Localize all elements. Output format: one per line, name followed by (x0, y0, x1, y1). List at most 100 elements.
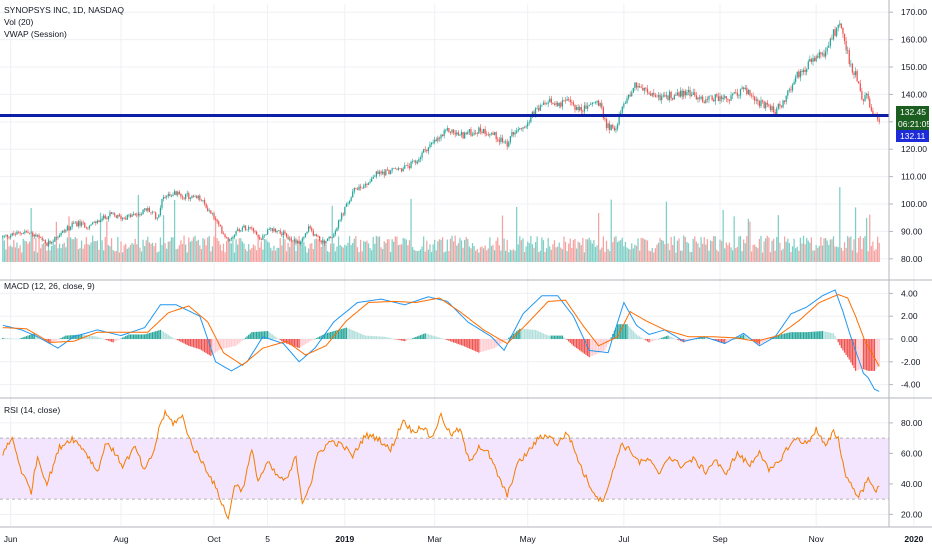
candle-body[interactable] (646, 88, 649, 93)
candle-body[interactable] (3, 235, 5, 237)
candle-body[interactable] (547, 102, 549, 104)
candle-body[interactable] (117, 214, 119, 218)
candle-body[interactable] (341, 213, 343, 220)
candle-body[interactable] (38, 235, 40, 238)
candle-body[interactable] (301, 238, 303, 242)
candle-body[interactable] (237, 229, 239, 231)
candle-body[interactable] (602, 107, 604, 119)
candle-body[interactable] (229, 239, 231, 242)
candle-body[interactable] (73, 222, 75, 224)
candle-body[interactable] (80, 222, 83, 226)
candle-body[interactable] (503, 141, 505, 143)
candle-body[interactable] (333, 234, 335, 238)
candle-body[interactable] (847, 50, 849, 51)
candle-body[interactable] (74, 222, 76, 224)
time-axis[interactable]: JunAugOct52019MarMayJulSepNov2020Mar (4, 534, 932, 544)
candle-body[interactable] (479, 127, 482, 132)
candle-body[interactable] (501, 137, 504, 143)
candle-body[interactable] (509, 136, 511, 143)
candle-body[interactable] (530, 117, 532, 123)
candle-body[interactable] (780, 106, 783, 108)
candle-body[interactable] (451, 129, 453, 133)
candle-body[interactable] (843, 33, 846, 42)
candle-body[interactable] (869, 98, 871, 108)
candle-body[interactable] (725, 96, 727, 99)
candle-body[interactable] (817, 56, 819, 58)
candle-body[interactable] (155, 212, 157, 219)
candle-body[interactable] (134, 213, 136, 215)
candle-body[interactable] (743, 87, 745, 89)
candle-body[interactable] (605, 119, 608, 128)
candle-body[interactable] (32, 232, 34, 237)
candle-body[interactable] (388, 169, 390, 175)
candle-body[interactable] (528, 122, 530, 123)
candle-body[interactable] (610, 125, 612, 130)
price-axis-label[interactable]: 120.00 (901, 144, 927, 154)
candle-body[interactable] (383, 171, 385, 176)
candle-body[interactable] (627, 94, 630, 99)
candle-body[interactable] (186, 193, 188, 195)
candle-body[interactable] (356, 188, 359, 190)
candle-body[interactable] (353, 188, 355, 192)
candle-body[interactable] (382, 171, 384, 174)
candle-body[interactable] (761, 100, 764, 102)
candle-body[interactable] (424, 149, 426, 150)
candle-body[interactable] (361, 187, 363, 189)
candle-body[interactable] (831, 38, 833, 40)
candle-body[interactable] (307, 226, 310, 232)
candle-body[interactable] (246, 229, 248, 231)
candle-body[interactable] (68, 226, 70, 231)
candle-body[interactable] (731, 93, 734, 96)
candle-body[interactable] (77, 221, 80, 227)
candle-body[interactable] (262, 235, 264, 240)
candle-body[interactable] (457, 132, 459, 136)
candle-body[interactable] (430, 142, 433, 145)
candle-body[interactable] (24, 231, 26, 234)
candle-body[interactable] (126, 214, 128, 220)
candle-body[interactable] (44, 240, 46, 243)
candle-body[interactable] (238, 229, 240, 232)
candle-body[interactable] (676, 92, 679, 96)
candle-body[interactable] (432, 142, 434, 143)
candle-body[interactable] (121, 217, 124, 220)
candle-body[interactable] (564, 100, 567, 102)
candle-body[interactable] (372, 176, 374, 179)
rsi-pane-title[interactable]: RSI (14, close) (4, 405, 60, 415)
candle-body[interactable] (407, 165, 409, 167)
candle-body[interactable] (282, 231, 285, 236)
candle-body[interactable] (590, 104, 592, 105)
candle-body[interactable] (631, 92, 633, 97)
candle-body[interactable] (318, 236, 321, 241)
macd-line[interactable] (2, 289, 880, 392)
time-axis-label[interactable]: 5 (265, 534, 270, 544)
candle-body[interactable] (411, 161, 414, 162)
candle-body[interactable] (714, 94, 716, 102)
candle-body[interactable] (120, 215, 122, 220)
candle-body[interactable] (545, 103, 548, 105)
macd-axis-label[interactable]: 4.00 (901, 288, 918, 298)
candle-body[interactable] (665, 95, 668, 97)
candle-body[interactable] (859, 83, 861, 92)
candle-body[interactable] (706, 99, 709, 100)
candle-body[interactable] (683, 90, 685, 97)
candle-body[interactable] (459, 135, 461, 136)
candle-body[interactable] (741, 87, 743, 90)
candle-body[interactable] (645, 87, 647, 89)
candle-body[interactable] (829, 38, 831, 46)
candle-body[interactable] (832, 29, 835, 40)
candle-body[interactable] (378, 171, 381, 175)
candle-body[interactable] (400, 168, 403, 172)
candle-body[interactable] (14, 234, 17, 236)
candle-body[interactable] (257, 234, 259, 238)
candle-body[interactable] (511, 132, 513, 137)
candle-body[interactable] (369, 181, 371, 184)
candle-body[interactable] (446, 128, 448, 131)
candle-body[interactable] (464, 132, 466, 139)
candle-body[interactable] (776, 108, 778, 115)
candle-body[interactable] (199, 195, 201, 200)
candle-body[interactable] (118, 214, 121, 216)
candle-body[interactable] (563, 100, 565, 101)
candle-body[interactable] (415, 160, 417, 164)
candle-body[interactable] (807, 61, 809, 70)
candle-body[interactable] (635, 82, 638, 88)
